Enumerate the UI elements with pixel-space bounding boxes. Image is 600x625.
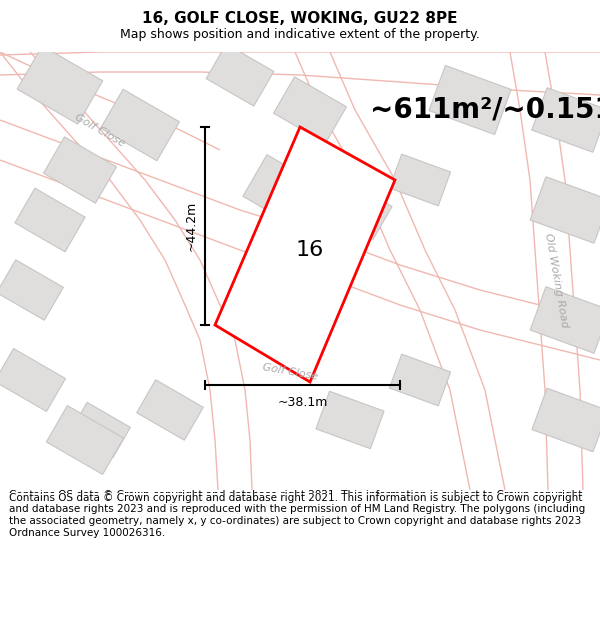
Polygon shape: [46, 406, 124, 474]
Polygon shape: [44, 137, 116, 203]
Polygon shape: [17, 46, 103, 124]
Polygon shape: [532, 388, 600, 452]
Text: 16: 16: [296, 240, 324, 260]
Text: ~44.2m: ~44.2m: [185, 201, 197, 251]
Polygon shape: [530, 177, 600, 243]
Text: Contains OS data © Crown copyright and database right 2021. This information is : Contains OS data © Crown copyright and d…: [9, 490, 585, 535]
Text: Golf Close: Golf Close: [73, 112, 127, 148]
Polygon shape: [274, 77, 346, 143]
Polygon shape: [101, 89, 179, 161]
Text: Golf Close: Golf Close: [262, 362, 319, 382]
Polygon shape: [215, 127, 395, 382]
Text: Map shows position and indicative extent of the property.: Map shows position and indicative extent…: [120, 28, 480, 41]
Polygon shape: [532, 88, 600, 152]
Text: Old Woking Road: Old Woking Road: [543, 232, 569, 328]
Polygon shape: [15, 188, 85, 252]
Polygon shape: [389, 154, 451, 206]
Polygon shape: [137, 380, 203, 440]
Polygon shape: [328, 181, 392, 239]
Polygon shape: [316, 391, 384, 449]
Polygon shape: [429, 66, 511, 134]
Polygon shape: [243, 155, 317, 225]
Text: Contains OS data © Crown copyright and database right 2021. This information is : Contains OS data © Crown copyright and d…: [9, 492, 585, 538]
Polygon shape: [0, 260, 64, 320]
Polygon shape: [70, 402, 130, 458]
Polygon shape: [530, 287, 600, 353]
Polygon shape: [389, 354, 451, 406]
Text: 16, GOLF CLOSE, WOKING, GU22 8PE: 16, GOLF CLOSE, WOKING, GU22 8PE: [142, 11, 458, 26]
Polygon shape: [0, 349, 65, 411]
Text: ~38.1m: ~38.1m: [277, 396, 328, 409]
Polygon shape: [206, 44, 274, 106]
Text: ~611m²/~0.151ac.: ~611m²/~0.151ac.: [370, 96, 600, 124]
